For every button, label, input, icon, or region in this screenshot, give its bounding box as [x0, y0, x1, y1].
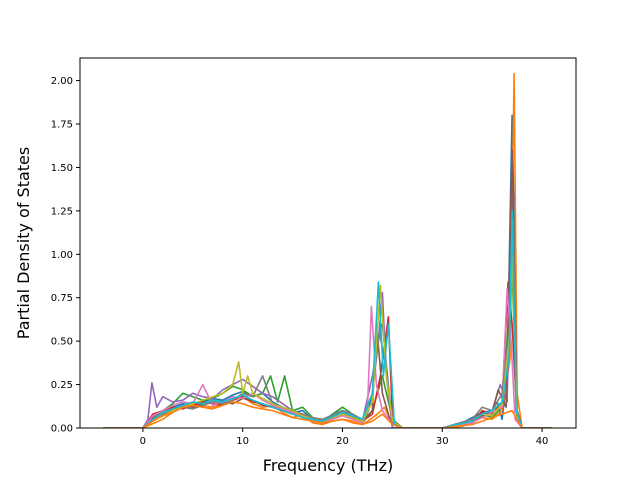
- y-tick-label: 2.00: [51, 76, 73, 87]
- y-tick-label: 0.75: [51, 293, 73, 304]
- y-tick-label: 0.50: [51, 337, 73, 348]
- x-tick-label: 40: [536, 436, 549, 447]
- y-tick-label: 1.25: [51, 206, 73, 217]
- series-line-11: [103, 401, 552, 428]
- y-axis-label: Partial Density of States: [14, 147, 33, 339]
- y-tick-label: 1.75: [51, 120, 73, 131]
- x-axis-label: Frequency (THz): [263, 456, 393, 475]
- y-tick-label: 1.00: [51, 250, 73, 261]
- x-axis-ticks: 0 10 20 30 40: [140, 428, 549, 447]
- x-tick-label: 0: [140, 436, 146, 447]
- plot-area: [80, 58, 576, 428]
- series-line-9: [103, 253, 552, 428]
- y-tick-label: 0.25: [51, 380, 73, 391]
- y-axis-ticks: 0.00 0.25 0.50 0.75 1.00 1.25 1.50 1.75 2.00: [51, 76, 80, 435]
- x-tick-label: 20: [336, 436, 349, 447]
- series-line-10: [103, 210, 552, 428]
- y-tick-label: 1.50: [51, 163, 73, 174]
- plot-frame: [79, 57, 577, 429]
- x-tick-label: 10: [236, 436, 249, 447]
- x-tick-label: 30: [436, 436, 449, 447]
- y-tick-label: 0.00: [51, 424, 73, 435]
- series-line-8: [103, 218, 552, 428]
- series-layer: [103, 72, 552, 428]
- series-line-2: [103, 72, 552, 428]
